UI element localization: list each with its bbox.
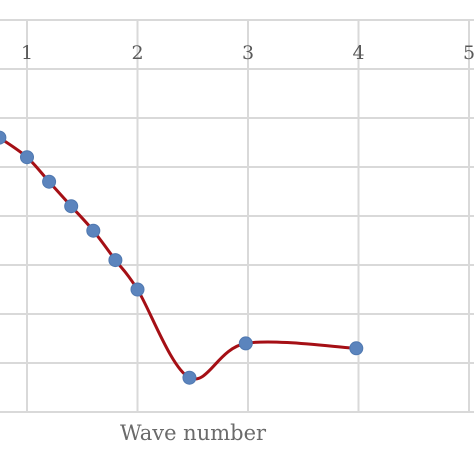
data-point (20, 150, 34, 165)
x-tick-label: 5 (463, 42, 474, 64)
data-point (238, 336, 253, 351)
gridlines (0, 19, 474, 413)
x-tick-label: 4 (352, 42, 364, 64)
points-layer (0, 130, 364, 385)
data-point (64, 199, 79, 214)
data-point (0, 130, 7, 145)
data-point (108, 253, 123, 268)
x-tick-label: 3 (242, 42, 254, 64)
x-tick-label: 1 (21, 42, 33, 64)
data-point (130, 282, 145, 297)
x-tick-labels: 1 2 3 4 5 (21, 42, 474, 64)
data-point (86, 223, 101, 238)
data-point (42, 174, 57, 189)
data-point (349, 341, 364, 356)
series-line (0, 136, 357, 381)
data-point (182, 370, 197, 385)
x-tick-label: 2 (131, 42, 143, 64)
x-axis-title: Wave number (120, 421, 267, 445)
series-layer (0, 136, 357, 381)
